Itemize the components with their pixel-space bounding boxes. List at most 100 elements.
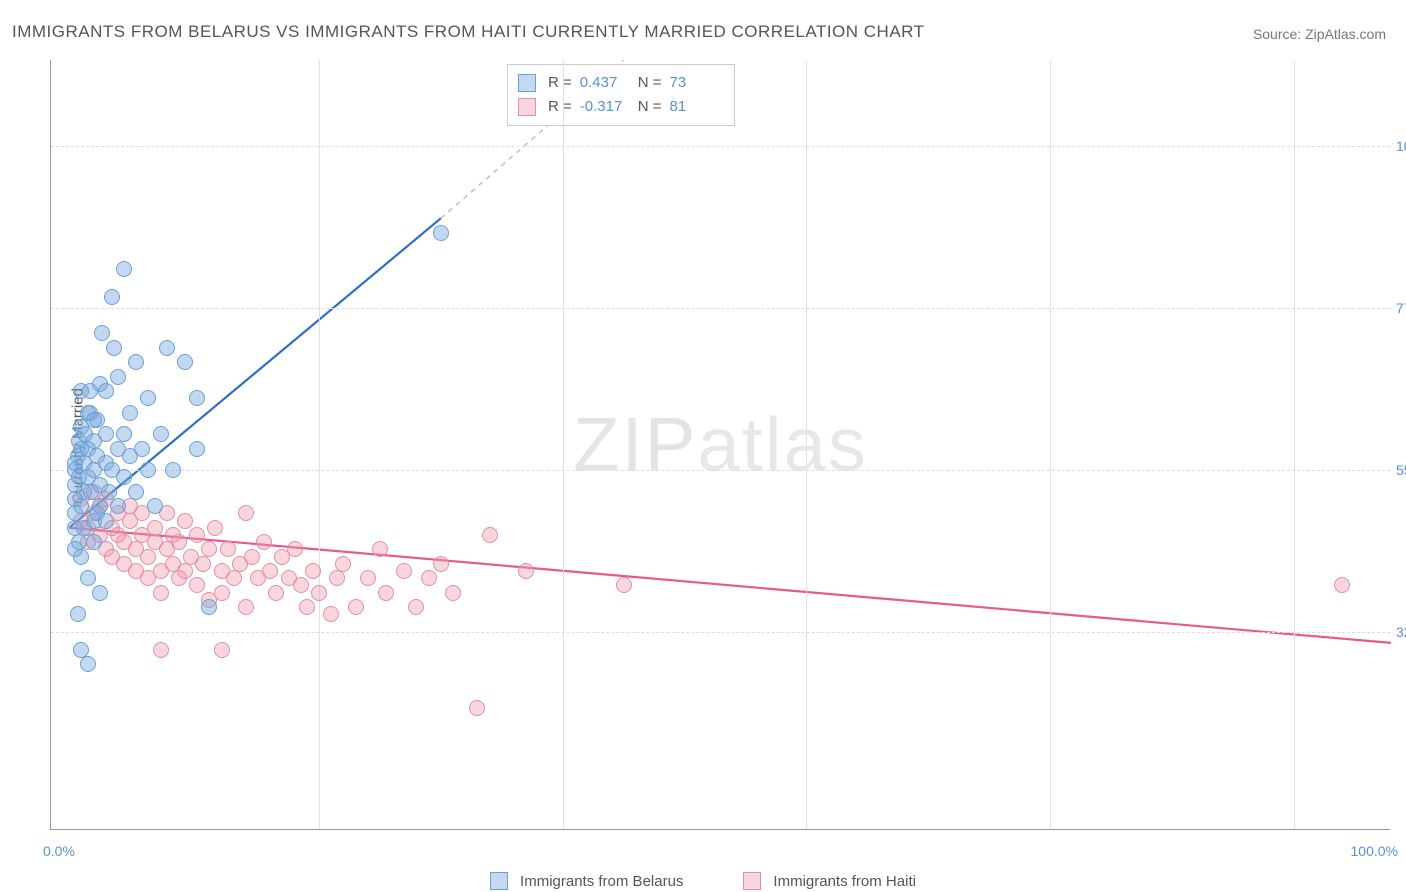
trend-lines [51, 60, 1391, 830]
x-axis-min-label: 0.0% [43, 843, 75, 859]
point-haiti [153, 585, 169, 601]
point-haiti [287, 541, 303, 557]
point-belarus [201, 599, 217, 615]
legend: Immigrants from Belarus Immigrants from H… [490, 872, 916, 890]
point-haiti [299, 599, 315, 615]
point-haiti [153, 642, 169, 658]
point-belarus [116, 426, 132, 442]
source-text: Source: ZipAtlas.com [1253, 26, 1386, 42]
point-belarus [128, 484, 144, 500]
point-belarus [110, 498, 126, 514]
stat-r-value: 0.437 [580, 71, 630, 95]
point-belarus [153, 426, 169, 442]
point-belarus [116, 469, 132, 485]
point-belarus [92, 585, 108, 601]
point-haiti [469, 700, 485, 716]
y-tick-label: 100.0% [1396, 138, 1406, 154]
gridline-horizontal [51, 146, 1390, 147]
point-belarus [86, 412, 102, 428]
gridline-horizontal [51, 632, 1390, 633]
point-belarus [67, 541, 83, 557]
point-belarus [165, 462, 181, 478]
point-haiti [616, 577, 632, 593]
point-haiti [445, 585, 461, 601]
point-belarus [94, 325, 110, 341]
point-belarus [73, 498, 89, 514]
legend-swatch [518, 98, 536, 116]
legend-item: Immigrants from Haiti [743, 872, 916, 890]
point-belarus [101, 484, 117, 500]
point-haiti [214, 585, 230, 601]
point-haiti [1334, 577, 1350, 593]
correlation-stats-box: R =0.437N =73R =-0.317N =81 [507, 64, 735, 126]
stat-r-value: -0.317 [580, 95, 630, 119]
legend-label: Immigrants from Belarus [520, 873, 683, 890]
point-belarus [433, 225, 449, 241]
point-haiti [518, 563, 534, 579]
point-haiti [238, 505, 254, 521]
plot-area: ZIPatlas R =0.437N =73R =-0.317N =81 0.0… [50, 60, 1390, 830]
stat-n-label: N = [638, 95, 662, 119]
point-belarus [177, 354, 193, 370]
y-tick-label: 77.5% [1396, 300, 1406, 316]
point-haiti [177, 563, 193, 579]
point-belarus [98, 426, 114, 442]
legend-swatch [490, 872, 508, 890]
point-haiti [433, 556, 449, 572]
stat-n-label: N = [638, 71, 662, 95]
point-haiti [177, 513, 193, 529]
point-belarus [73, 642, 89, 658]
point-haiti [220, 541, 236, 557]
point-belarus [159, 340, 175, 356]
watermark-zip: ZIP [573, 402, 697, 487]
legend-label: Immigrants from Haiti [773, 873, 916, 890]
point-haiti [268, 585, 284, 601]
point-haiti [311, 585, 327, 601]
stat-n-value: 73 [670, 71, 720, 95]
stat-r-label: R = [548, 95, 572, 119]
chart-title: IMMIGRANTS FROM BELARUS VS IMMIGRANTS FR… [12, 22, 925, 42]
point-belarus [80, 570, 96, 586]
y-tick-label: 32.5% [1396, 624, 1406, 640]
point-haiti [207, 520, 223, 536]
point-haiti [360, 570, 376, 586]
gridline-vertical [563, 60, 564, 829]
point-haiti [305, 563, 321, 579]
legend-item: Immigrants from Belarus [490, 872, 683, 890]
point-haiti [244, 549, 260, 565]
point-belarus [76, 520, 92, 536]
point-haiti [256, 534, 272, 550]
point-haiti [226, 570, 242, 586]
watermark: ZIPatlas [573, 401, 868, 488]
point-haiti [329, 570, 345, 586]
point-haiti [348, 599, 364, 615]
stat-n-value: 81 [670, 95, 720, 119]
point-haiti [396, 563, 412, 579]
gridline-vertical [1294, 60, 1295, 829]
point-belarus [106, 340, 122, 356]
point-haiti [214, 642, 230, 658]
point-belarus [147, 498, 163, 514]
gridline-vertical [1050, 60, 1051, 829]
point-belarus [128, 354, 144, 370]
point-belarus [122, 405, 138, 421]
stat-row: R =0.437N =73 [518, 71, 720, 95]
point-haiti [140, 549, 156, 565]
point-haiti [482, 527, 498, 543]
point-belarus [104, 289, 120, 305]
point-belarus [73, 383, 89, 399]
point-belarus [70, 606, 86, 622]
y-tick-label: 55.0% [1396, 462, 1406, 478]
point-belarus [140, 462, 156, 478]
point-belarus [189, 390, 205, 406]
gridline-vertical [806, 60, 807, 829]
point-belarus [80, 656, 96, 672]
point-belarus [98, 383, 114, 399]
point-haiti [195, 556, 211, 572]
x-axis-max-label: 100.0% [1351, 843, 1398, 859]
watermark-atlas: atlas [697, 402, 868, 487]
point-belarus [98, 513, 114, 529]
point-haiti [238, 599, 254, 615]
point-haiti [421, 570, 437, 586]
point-haiti [335, 556, 351, 572]
